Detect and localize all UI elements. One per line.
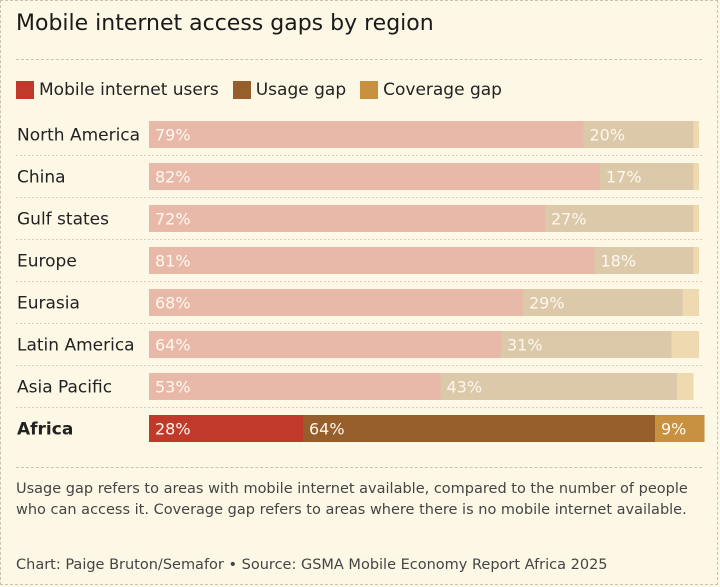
bar-segment (149, 121, 584, 148)
divider (16, 467, 702, 468)
bar-segment (671, 331, 699, 358)
legend-label: Usage gap (255, 80, 347, 100)
bar-segment (594, 247, 694, 274)
data-label: 17% (606, 168, 642, 187)
bar-segment (149, 373, 441, 400)
data-label: 64% (155, 336, 191, 355)
chart-title: Mobile internet access gaps by region (16, 11, 434, 36)
data-label: 79% (155, 126, 191, 145)
legend-swatch (16, 81, 34, 99)
bar-segment (693, 163, 699, 190)
bar-segment (677, 373, 694, 400)
bar-segment (600, 163, 694, 190)
bar-segment (149, 163, 600, 190)
bar-segment (149, 331, 501, 358)
legend-item-users: Mobile internet users (16, 80, 219, 100)
bar-chart: North America 79% 20% China 82% 17% Gulf state… (16, 121, 705, 442)
bar-segment (523, 289, 683, 316)
divider (16, 59, 702, 60)
bar-segment (655, 415, 705, 442)
legend-item-coverage-gap: Coverage gap (360, 80, 502, 100)
bar-segment (149, 289, 523, 316)
category-label: China (17, 168, 66, 188)
chart-note: Usage gap refers to areas with mobile in… (16, 481, 688, 518)
legend-item-usage-gap: Usage gap (232, 80, 347, 100)
data-label: 20% (590, 126, 626, 145)
data-label: 31% (507, 336, 543, 355)
data-label: 27% (551, 210, 587, 229)
category-label: North America (17, 126, 140, 146)
category-label: Asia Pacific (17, 378, 112, 398)
data-label: 29% (529, 294, 565, 313)
chart-source: Chart: Paige Bruton/Semafor • Source: GS… (16, 557, 608, 573)
data-label: 64% (309, 420, 345, 439)
data-label: 28% (155, 420, 191, 439)
data-label: 18% (601, 252, 637, 271)
data-label: 9% (661, 420, 686, 439)
category-label: Latin America (17, 336, 135, 356)
category-label: Eurasia (17, 294, 80, 314)
data-label: 81% (155, 252, 191, 271)
data-label: 53% (155, 378, 191, 397)
bar-segment (693, 205, 699, 232)
data-label: 43% (447, 378, 483, 397)
bar-segment (583, 121, 694, 148)
bar-segment (149, 415, 303, 442)
data-label: 68% (155, 294, 191, 313)
legend: Mobile internet users Usage gap Coverage… (16, 80, 502, 100)
category-label: Africa (17, 420, 73, 440)
bar-segment (149, 247, 595, 274)
category-label: Europe (17, 252, 77, 272)
bar-segment (682, 289, 699, 316)
legend-label: Coverage gap (383, 80, 502, 100)
data-label: 72% (155, 210, 191, 229)
bar-segment (501, 331, 672, 358)
legend-label: Mobile internet users (39, 80, 219, 100)
legend-swatch (360, 81, 379, 99)
bar-segment (303, 415, 655, 442)
category-label: Gulf states (17, 210, 109, 230)
bar-segment (545, 205, 694, 232)
bar-segment (440, 373, 677, 400)
bar-segment (693, 121, 699, 148)
bar-segment (693, 247, 699, 274)
data-label: 82% (155, 168, 191, 187)
legend-swatch (232, 81, 251, 99)
bar-segment (149, 205, 545, 232)
